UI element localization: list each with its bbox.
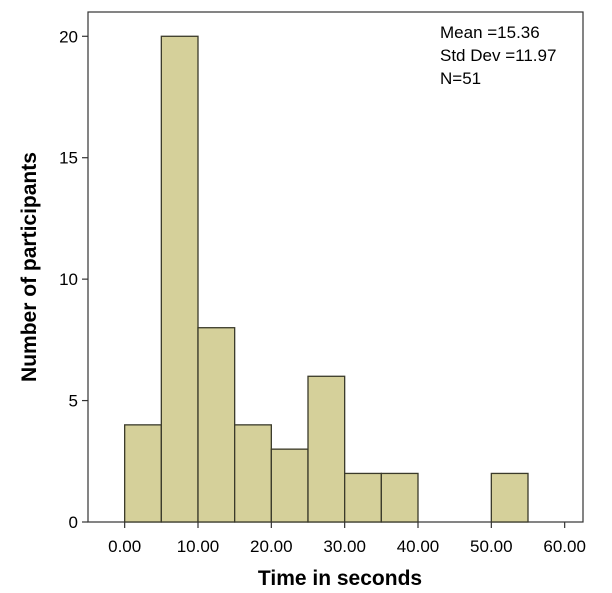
x-tick-label: 10.00 [177,537,220,556]
histogram-bar [270,448,309,523]
histogram-bar [380,472,419,523]
histogram-bar [307,375,346,523]
y-tick-label: 0 [69,513,78,532]
y-tick-label: 5 [69,392,78,411]
histogram-bar [234,424,272,523]
bars-group [124,35,529,523]
histogram-bar [124,424,162,523]
y-tick-label: 15 [59,149,78,168]
x-tick-label: 60.00 [543,537,586,556]
x-tick-label: 0.00 [108,537,141,556]
stat-std-dev: Std Dev =11.97 [440,46,556,65]
x-axis: 0.00 10.00 20.00 30.00 40.00 50.00 60.00 [108,522,586,556]
stat-mean: Mean =15.36 [440,23,540,42]
x-tick-label: 30.00 [323,537,366,556]
histogram-bar [197,327,236,523]
x-tick-label: 40.00 [397,537,440,556]
x-tick-label: 20.00 [250,537,293,556]
x-tick-label: 50.00 [470,537,513,556]
y-axis: 0 5 10 15 20 [59,27,88,532]
histogram-bar [160,35,199,523]
histogram-bar [490,472,529,523]
x-axis-title: Time in seconds [258,567,422,590]
y-axis-title: Number of participants [18,152,41,382]
y-tick-label: 10 [59,270,78,289]
stat-n: N=51 [440,69,481,88]
histogram-bar [344,472,382,523]
y-tick-label: 20 [59,27,78,46]
